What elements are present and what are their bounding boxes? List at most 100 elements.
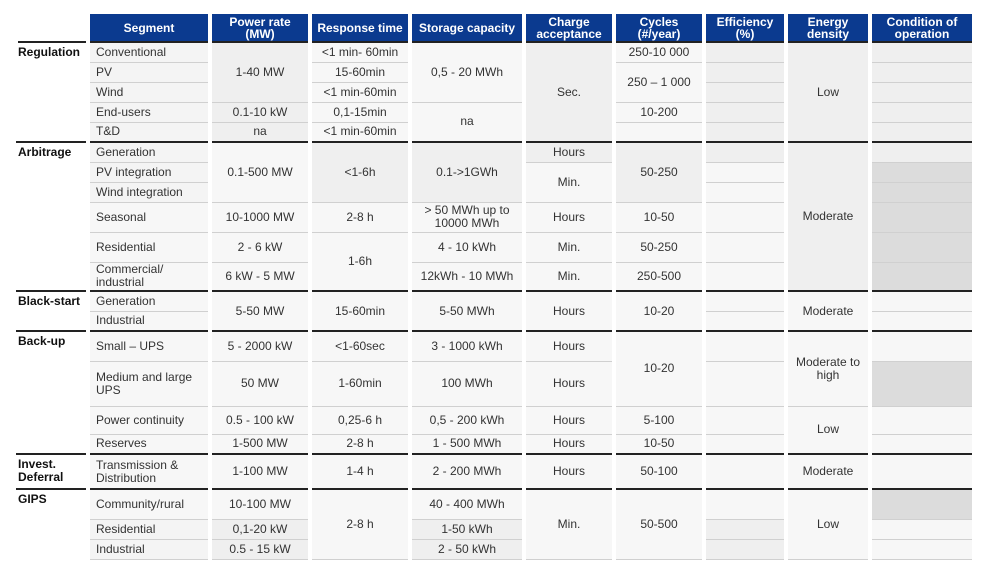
charge-cell: Hours <box>522 361 614 407</box>
group-label: Back-up <box>16 330 88 454</box>
energy-storage-applications-table: Segment Power rate (MW) Response time St… <box>14 14 972 560</box>
response-cell: 2-8 h <box>308 434 410 455</box>
response-cell: <1 min-60min <box>308 122 410 143</box>
energy-cell: Low <box>784 488 870 560</box>
charge-cell: Hours <box>522 290 614 332</box>
efficiency-cell <box>702 42 786 63</box>
segment-cell: T&D <box>86 122 210 143</box>
table-row: PV 15-60min 250 – 1 000 <box>16 62 972 103</box>
segment-cell: Generation <box>86 290 210 312</box>
cycles-cell: 10-50 <box>612 434 704 455</box>
storage-cell: 0,5 - 20 MWh <box>408 42 524 103</box>
efficiency-cell <box>702 453 786 490</box>
storage-cell: 0,5 - 200 kWh <box>408 406 524 435</box>
response-cell: 1-6h <box>308 232 410 292</box>
cycles-cell: 50-100 <box>612 453 704 490</box>
cycles-cell: 50-500 <box>612 488 704 560</box>
table-row: Wind <1 min-60min <box>16 82 972 103</box>
segment-cell: Commercial/ industrial <box>86 262 210 292</box>
table-row: Seasonal 10-1000 MW 2-8 h > 50 MWh up to… <box>16 202 972 233</box>
charge-cell: Hours <box>522 434 614 455</box>
efficiency-cell <box>702 122 786 143</box>
efficiency-cell <box>702 290 786 312</box>
efficiency-cell <box>702 539 786 560</box>
response-cell: <1-6h <box>308 141 410 203</box>
condition-cell <box>868 82 972 103</box>
storage-cell: 5-50 MWh <box>408 290 524 332</box>
condition-cell <box>868 434 972 455</box>
cycles-cell: 10-20 <box>612 330 704 407</box>
condition-cell <box>868 519 972 540</box>
segment-cell: PV <box>86 62 210 83</box>
power-cell: 0.5 - 100 kW <box>208 406 310 435</box>
power-cell: 1-100 MW <box>208 453 310 490</box>
condition-cell <box>868 453 972 490</box>
condition-cell <box>868 141 972 163</box>
charge-cell: Hours <box>522 453 614 490</box>
efficiency-cell <box>702 406 786 435</box>
segment-cell: Industrial <box>86 311 210 332</box>
cycles-cell: 50-250 <box>612 232 704 263</box>
segment-cell: Generation <box>86 141 210 163</box>
segment-cell: Residential <box>86 232 210 263</box>
efficiency-cell <box>702 102 786 123</box>
efficiency-cell <box>702 519 786 540</box>
segment-cell: Industrial <box>86 539 210 560</box>
condition-cell <box>868 330 972 362</box>
charge-cell: Hours <box>522 202 614 233</box>
efficiency-cell <box>702 262 786 292</box>
energy-cell: Moderate <box>784 453 870 490</box>
table-row: Arbitrage Generation 0.1-500 MW <1-6h 0.… <box>16 141 972 292</box>
group-label: Regulation <box>16 42 88 142</box>
response-cell: 1-4 h <box>308 453 410 490</box>
table-row: Black-start Generation 5-50 MW 15-60min … <box>16 290 972 332</box>
header-cycles: Cycles (#/year) <box>612 14 704 43</box>
condition-cell <box>868 202 972 233</box>
power-cell: 0,1-20 kW <box>208 519 310 540</box>
table-row: Residential 2 - 6 kW 1-6h 4 - 10 kWh Min… <box>16 232 972 292</box>
header-energy: Energy density <box>784 14 870 43</box>
table-row: Invest. Deferral Transmission & Distribu… <box>16 453 972 490</box>
charge-cell: Hours <box>522 330 614 362</box>
cycles-cell <box>612 122 704 143</box>
segment-cell: Wind <box>86 82 210 103</box>
response-cell: 2-8 h <box>308 202 410 233</box>
storage-cell: 0.1->1GWh <box>408 141 524 203</box>
charge-cell: Sec. <box>522 42 614 143</box>
table-row: Regulation Conventional 1-40 MW <1 min- … <box>16 42 972 143</box>
power-cell: 10-100 MW <box>208 488 310 520</box>
response-cell: 0,25-6 h <box>308 406 410 435</box>
condition-cell <box>868 62 972 83</box>
header-response: Response time <box>308 14 410 43</box>
power-cell: 2 - 6 kW <box>208 232 310 263</box>
storage-cell: 3 - 1000 kWh <box>408 330 524 362</box>
energy-cell: Low <box>784 42 870 143</box>
cycles-cell: 250-500 <box>612 262 704 292</box>
cycles-cell: 10-200 <box>612 102 704 123</box>
segment-cell: Power continuity <box>86 406 210 435</box>
header-efficiency: Efficiency (%) <box>702 14 786 43</box>
efficiency-cell <box>702 232 786 263</box>
header-segment: Segment <box>86 14 210 43</box>
segment-cell: PV integration <box>86 162 210 183</box>
charge-cell: Hours <box>522 141 614 163</box>
energy-cell: Low <box>784 406 870 455</box>
header-power: Power rate (MW) <box>208 14 310 43</box>
table-row: Back-up Small – UPS 5 - 2000 kW <1-60sec… <box>16 330 972 454</box>
storage-cell: 2 - 200 MWh <box>408 453 524 490</box>
header-charge: Charge acceptance <box>522 14 614 43</box>
charge-cell: Min. <box>522 488 614 560</box>
energy-cell: Moderate <box>784 290 870 332</box>
condition-cell <box>868 232 972 263</box>
storage-cell: 2 - 50 kWh <box>408 539 524 560</box>
power-cell: 0.1-10 kW <box>208 102 310 123</box>
table-row: T&D na <1 min-60min <box>16 122 972 143</box>
response-cell: 15-60min <box>308 62 410 83</box>
table-row: Wind integration <box>16 182 972 203</box>
segment-cell: Seasonal <box>86 202 210 233</box>
condition-cell <box>868 102 972 123</box>
efficiency-cell <box>702 361 786 407</box>
power-cell: 0.5 - 15 kW <box>208 539 310 560</box>
condition-cell <box>868 488 972 520</box>
segment-cell: Medium and large UPS <box>86 361 210 407</box>
